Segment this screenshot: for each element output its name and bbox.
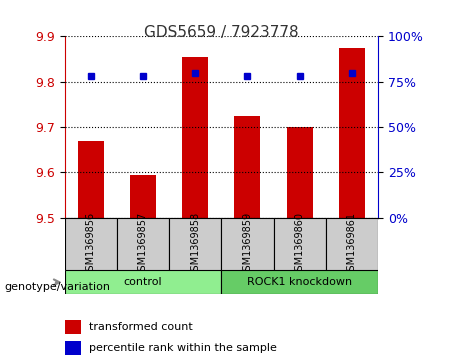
Bar (234, 116, 260, 218)
Bar (65, 320, 81, 334)
Text: genotype/variation: genotype/variation (5, 282, 111, 293)
Text: ROCK1 knockdown: ROCK1 knockdown (247, 277, 352, 287)
Bar (117, 218, 169, 270)
Bar (65, 218, 117, 270)
Bar (287, 127, 313, 218)
Bar (182, 57, 208, 218)
Text: GSM1369861: GSM1369861 (347, 212, 357, 277)
Bar (65, 341, 81, 355)
Text: GSM1369858: GSM1369858 (190, 212, 200, 277)
Bar (169, 218, 221, 270)
Text: transformed count: transformed count (89, 322, 192, 332)
Bar (326, 218, 378, 270)
Text: GSM1369856: GSM1369856 (86, 212, 96, 277)
Text: control: control (124, 277, 162, 287)
Text: percentile rank within the sample: percentile rank within the sample (89, 343, 277, 353)
Bar (65, 270, 221, 294)
Bar (273, 218, 326, 270)
Bar (77, 141, 104, 218)
Text: GSM1369859: GSM1369859 (242, 212, 253, 277)
Text: GDS5659 / 7923778: GDS5659 / 7923778 (144, 25, 299, 40)
Bar (339, 48, 365, 218)
Bar (221, 270, 378, 294)
Text: GSM1369860: GSM1369860 (295, 212, 305, 277)
Bar (221, 218, 273, 270)
Text: GSM1369857: GSM1369857 (138, 212, 148, 277)
Bar (130, 175, 156, 218)
